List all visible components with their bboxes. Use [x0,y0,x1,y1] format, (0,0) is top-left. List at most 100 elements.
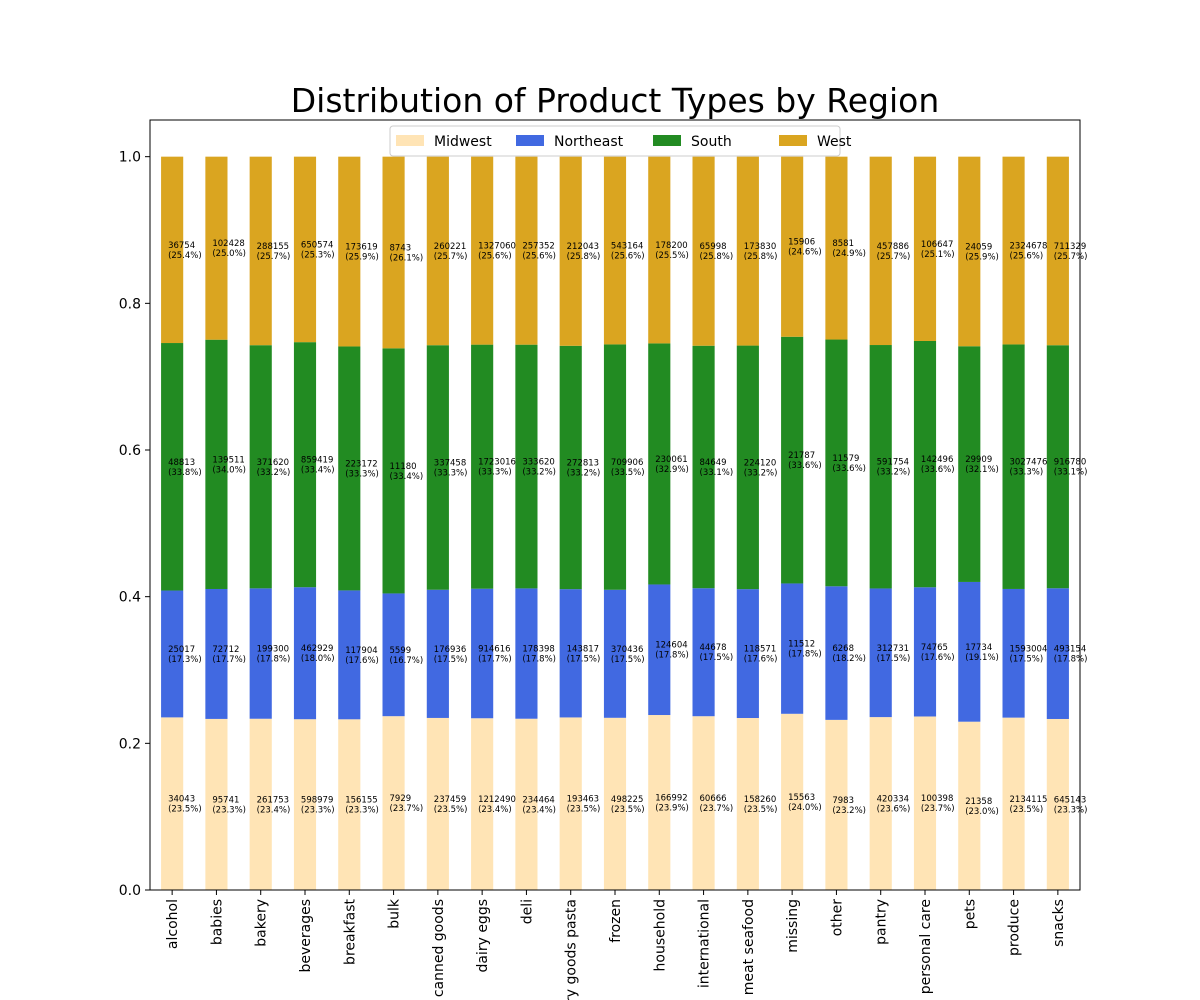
bar-percent-label: (19.1%) [965,653,999,663]
bar-count-label: 102428 [212,239,244,249]
bar-percent-label: (24.6%) [788,248,822,258]
bar-percent-label: (33.2%) [877,468,911,478]
x-tick-label: missing [785,899,801,953]
legend-swatch-west [779,135,807,146]
x-tick-label: meat seafood [741,899,757,995]
bar-percent-label: (33.2%) [522,468,556,478]
bar-segment-northeast-bulk [382,593,405,717]
legend-box [389,125,841,157]
x-tick-label: other [829,899,845,937]
bar-segment-northeast-babies [205,588,228,719]
bar-count-label: 11180 [390,462,417,472]
x-tick-label: pets [962,899,978,929]
bar-count-label: 224120 [744,458,776,468]
bar-segment-midwest-canned-goods [426,717,449,890]
bar-count-label: 124604 [655,641,687,651]
x-tick-label: international [697,899,713,988]
bar-segment-south-household [648,343,671,585]
bar-count-label: 6268 [832,644,854,654]
bar-percent-label: (25.6%) [478,252,512,262]
bar-segment-south-babies [205,339,228,589]
legend-label-south: South [691,134,732,150]
chart-title: Distribution of Product Types by Region [291,81,940,120]
bar-segment-west-canned-goods [426,156,449,346]
x-tick-label: household [652,899,668,971]
bar-count-label: 261753 [257,795,289,805]
bar-count-label: 173830 [744,242,776,252]
bar-count-label: 711329 [1054,242,1086,252]
bar-segment-west-deli [515,156,538,345]
bar-segment-south-bakery [249,345,272,589]
bar-percent-label: (17.8%) [655,651,689,661]
bar-percent-label: (25.7%) [1054,252,1088,262]
bar-segment-northeast-alcohol [161,590,184,718]
x-tick-label: bakery [254,899,270,947]
bar-count-label: 645143 [1054,795,1086,805]
bar-segment-south-dairy-eggs [471,344,494,589]
bar-segment-west-babies [205,156,228,340]
bar-percent-label: (33.1%) [1054,468,1088,478]
bar-segment-south-personal-care [913,340,937,588]
bar-count-label: 21358 [965,797,992,807]
bar-count-label: 36754 [168,241,195,251]
bar-percent-label: (33.2%) [744,468,778,478]
bar-count-label: 178398 [522,645,554,655]
bar-count-label: 212043 [567,242,599,252]
x-tick-label: beverages [298,899,314,973]
bar-count-label: 178200 [655,241,687,251]
bar-percent-label: (16.7%) [390,656,424,666]
bar-count-label: 176936 [434,645,466,655]
bar-count-label: 21787 [788,451,815,461]
bar-percent-label: (33.8%) [168,468,202,478]
bar-segment-west-dry-goods-pasta [559,156,582,346]
x-tick-label: canned goods [431,899,447,997]
y-tick-label: 0.6 [119,443,141,459]
x-tick-label: frozen [608,899,624,943]
bar-segment-northeast-breakfast [338,590,361,720]
bar-segment-northeast-dairy-eggs [471,588,494,719]
bar-percent-label: (23.4%) [522,805,556,815]
x-tick-label: bulk [387,898,403,929]
bar-count-label: 914616 [478,644,510,654]
bar-segment-midwest-produce [1002,717,1025,890]
bar-count-label: 74765 [921,643,948,653]
bar-segment-northeast-international [692,588,715,717]
bar-count-label: 1723016 [478,458,516,468]
bar-percent-label: (23.5%) [168,805,202,815]
bar-segment-northeast-produce [1002,588,1025,718]
bar-segment-midwest-international [692,716,715,890]
bar-count-label: 11512 [788,640,815,650]
bar-percent-label: (33.2%) [567,468,601,478]
bar-count-label: 650574 [301,240,333,250]
bar-segment-west-missing [781,156,804,337]
bar-segment-northeast-personal-care [913,587,937,717]
bar-percent-label: (25.8%) [744,252,778,262]
bar-percent-label: (25.7%) [434,252,468,262]
bar-count-label: 166992 [655,794,687,804]
legend-swatch-midwest [396,135,424,146]
bar-percent-label: (17.7%) [478,654,512,664]
bar-percent-label: (25.8%) [700,252,734,262]
bar-segment-northeast-deli [515,588,538,719]
bar-segment-midwest-breakfast [338,719,361,890]
bar-count-label: 8581 [832,239,854,249]
bar-count-label: 457886 [877,242,909,252]
legend-swatch-south [653,135,681,146]
bar-count-label: 34043 [168,795,195,805]
bar-count-label: 173619 [345,243,377,253]
bar-percent-label: (25.4%) [168,251,202,261]
bar-count-label: 1212490 [478,795,516,805]
bar-segment-west-frozen [603,156,627,345]
bar-segment-west-dairy-eggs [471,156,494,345]
bar-count-label: 237459 [434,795,466,805]
bar-count-label: 199300 [257,645,289,655]
bar-percent-label: (17.3%) [168,655,202,665]
bar-segment-west-pets [958,156,981,347]
bar-percent-label: (25.8%) [567,252,601,262]
bar-percent-label: (26.1%) [390,254,424,264]
bar-percent-label: (17.5%) [434,655,468,665]
bar-percent-label: (17.6%) [744,655,778,665]
bar-percent-label: (17.5%) [877,654,911,664]
bar-segment-west-breakfast [338,156,361,347]
bar-count-label: 272813 [567,458,599,468]
